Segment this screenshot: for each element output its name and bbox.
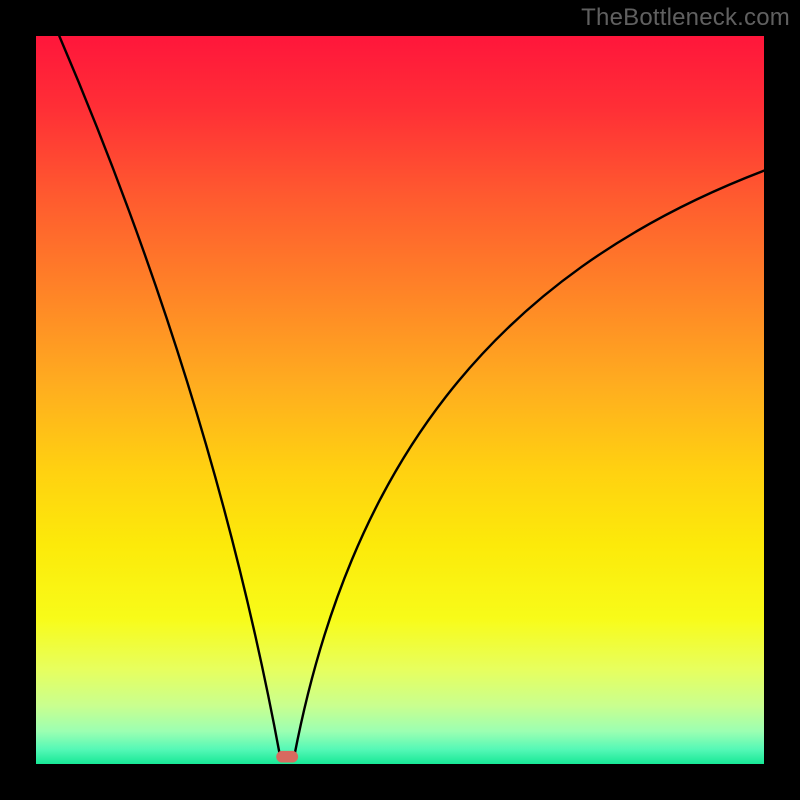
watermark-text: TheBottleneck.com (581, 4, 790, 32)
chart-stage: TheBottleneck.com (0, 0, 800, 800)
min-marker (276, 751, 298, 763)
chart-svg (0, 0, 800, 800)
gradient-background (36, 36, 764, 764)
